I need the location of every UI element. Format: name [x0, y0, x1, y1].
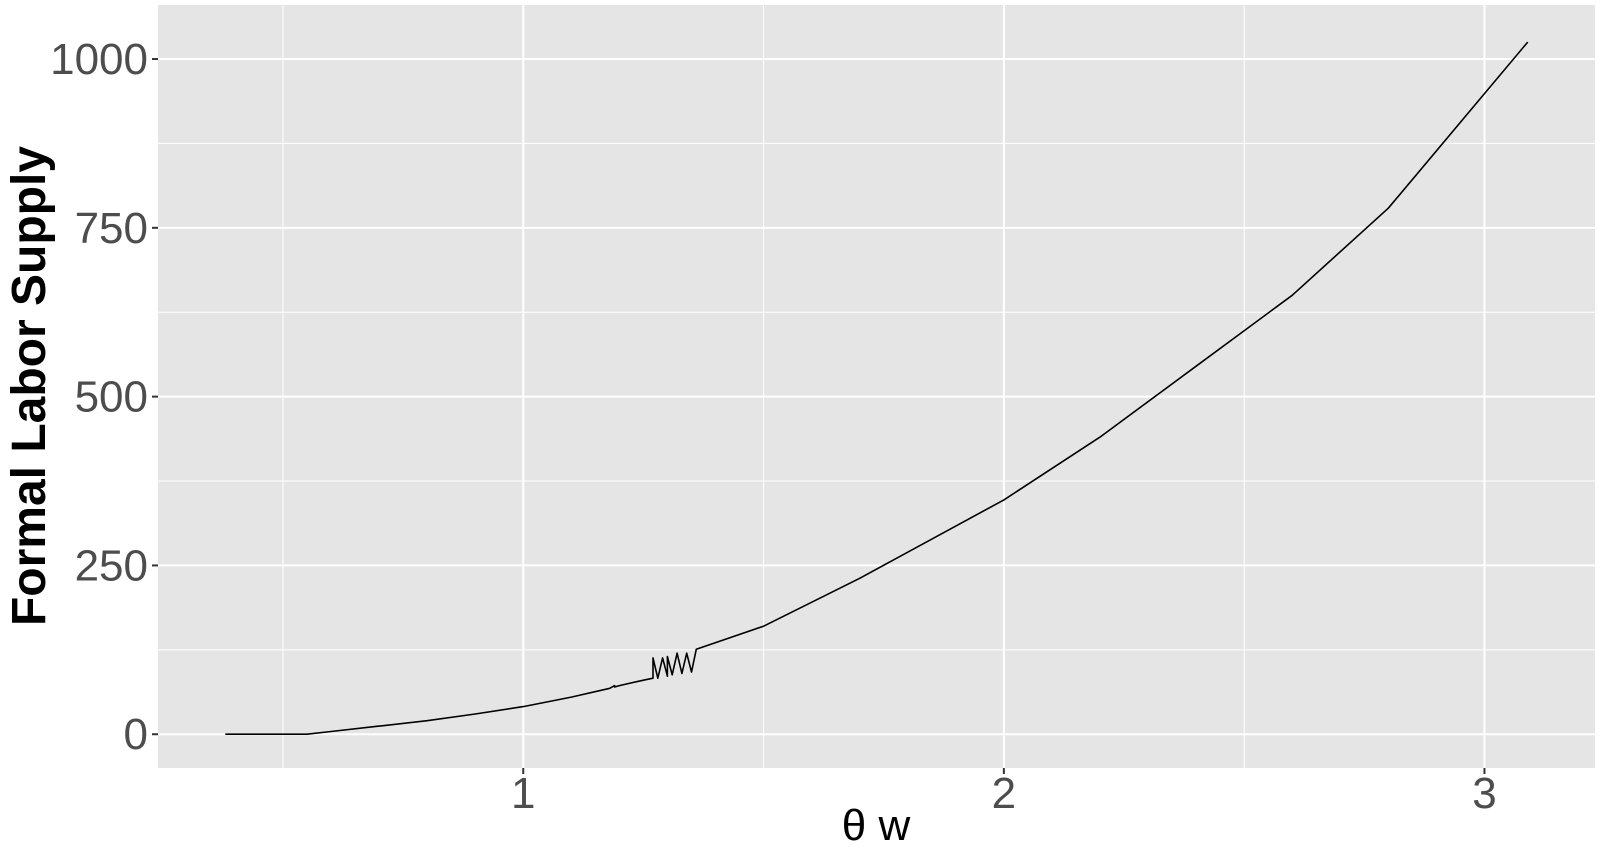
y-axis: 0 250 500 750 1000 [50, 35, 158, 759]
y-tick-label: 1000 [50, 35, 148, 84]
x-tick-label: 2 [992, 769, 1016, 818]
y-axis-label: Formal Labor Supply [3, 146, 56, 626]
major-grid [158, 5, 1595, 768]
y-tick-label: 0 [124, 710, 148, 759]
y-tick-label: 250 [75, 541, 148, 590]
series-layer [225, 41, 1529, 735]
x-axis: 1 2 3 [511, 768, 1497, 818]
minor-grid [158, 5, 1595, 768]
plot-panel [158, 5, 1595, 768]
x-tick-label: 1 [511, 769, 535, 818]
x-axis-label: θ w [842, 801, 911, 850]
series-line [225, 41, 1529, 735]
y-tick-label: 750 [75, 204, 148, 253]
y-tick-label: 500 [75, 373, 148, 422]
x-tick-label: 3 [1472, 769, 1496, 818]
